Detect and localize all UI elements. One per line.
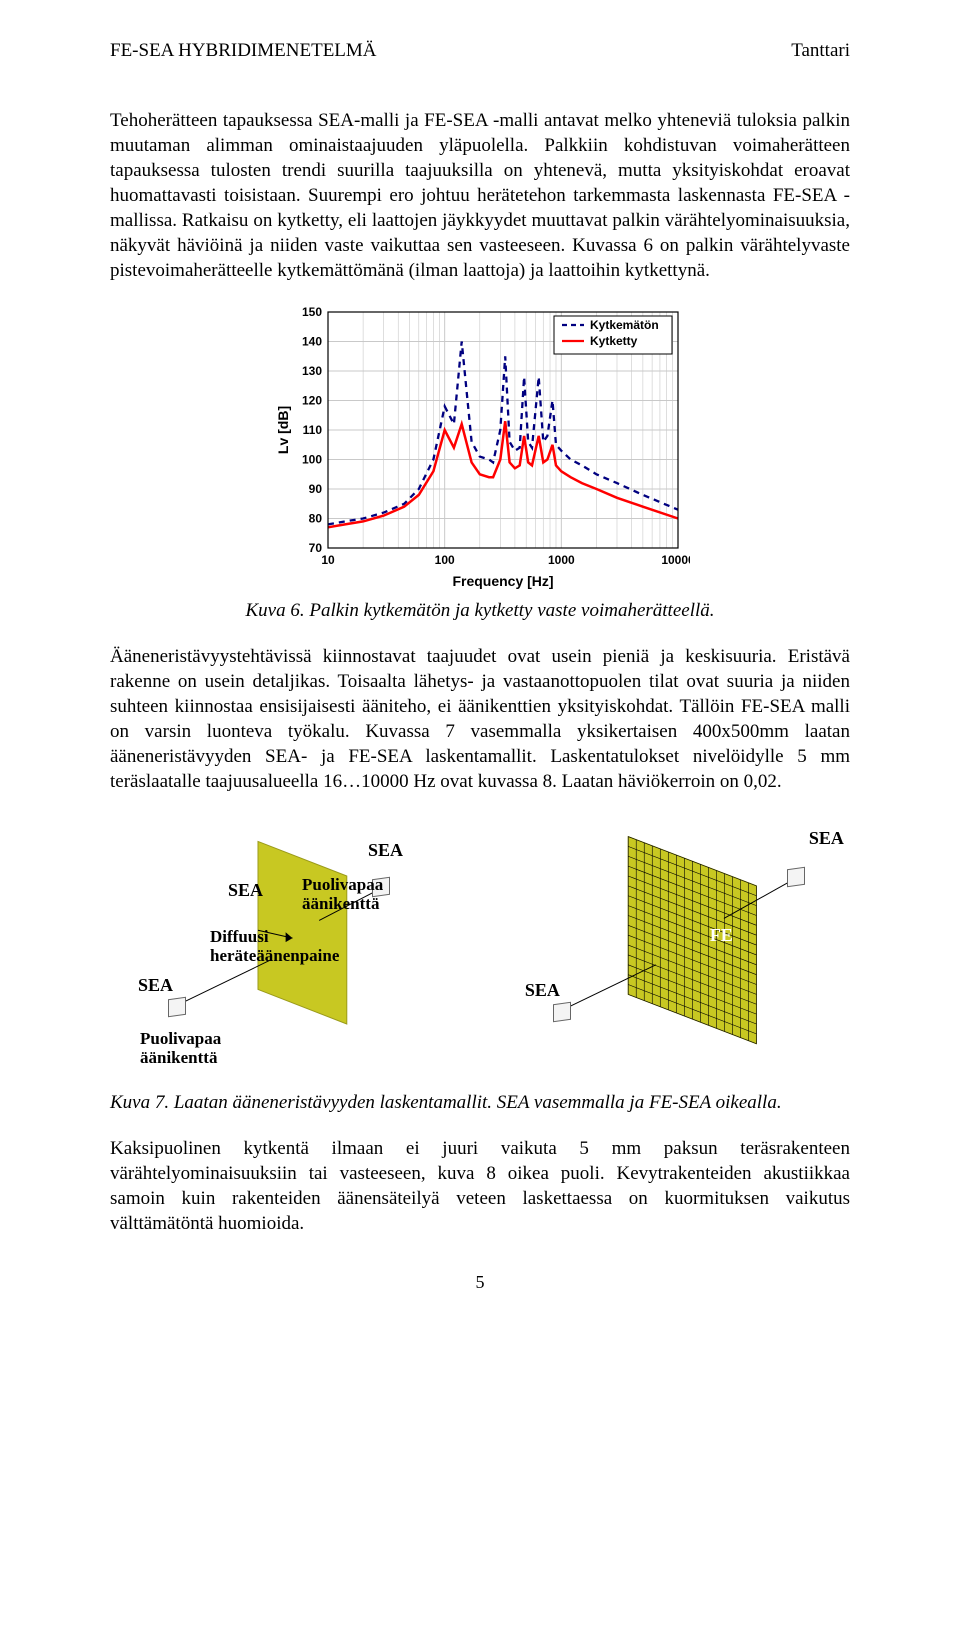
svg-text:1000: 1000 — [548, 553, 575, 567]
svg-text:70: 70 — [309, 541, 323, 555]
svg-text:110: 110 — [303, 423, 323, 437]
figure-6-chart: 70 80 90 100 110 120 130 140 150 10 100 1000 10000 Fr… — [110, 302, 850, 592]
svg-text:140: 140 — [302, 334, 322, 348]
svg-text:Frequency [Hz]: Frequency [Hz] — [452, 573, 553, 589]
line-icon — [179, 960, 271, 1004]
header-left: FE-SEA HYBRIDIMENETELMÄ — [110, 40, 377, 62]
diagram-right: SEA SEA FE — [495, 820, 850, 1080]
label-puolivapaa: Puolivapaa äänikenttä — [140, 1030, 221, 1067]
figure-7-caption: Kuva 7. Laatan ääneneristävyyden laskent… — [110, 1092, 850, 1114]
diagram-left: SEA SEA SEA Puolivapaa äänikenttä Diffuu… — [110, 820, 465, 1080]
label-diffuusi: Diffuusi heräteäänenpaine — [210, 928, 339, 965]
cube-icon — [168, 997, 186, 1018]
svg-text:150: 150 — [302, 305, 322, 319]
svg-text:Kytkemätön: Kytkemätön — [590, 318, 659, 332]
paragraph-3: Kaksipuolinen kytkentä ilmaan ei juuri v… — [110, 1136, 850, 1236]
svg-text:130: 130 — [302, 364, 322, 378]
svg-text:80: 80 — [309, 511, 323, 525]
svg-text:100: 100 — [302, 452, 322, 466]
paragraph-2: Ääneneristävyystehtävissä kiinnostavat t… — [110, 644, 850, 794]
svg-text:10: 10 — [321, 553, 335, 567]
svg-text:90: 90 — [309, 482, 323, 496]
cube-icon — [553, 1002, 571, 1023]
paragraph-1: Tehoherätteen tapauksessa SEA-malli ja F… — [110, 108, 850, 284]
figure-6-caption: Kuva 6. Palkin kytkemätön ja kytketty va… — [110, 600, 850, 622]
label-sea: SEA — [809, 828, 844, 849]
panel-right — [628, 837, 756, 1044]
cube-icon — [787, 867, 805, 888]
label-sea: SEA — [525, 980, 560, 1001]
figure-7-diagrams: SEA SEA SEA Puolivapaa äänikenttä Diffuu… — [110, 820, 850, 1080]
line-chart: 70 80 90 100 110 120 130 140 150 10 100 1000 10000 Fr… — [270, 302, 690, 592]
svg-text:Kytketty: Kytketty — [590, 334, 638, 348]
label-sea: SEA — [228, 880, 263, 901]
svg-text:120: 120 — [302, 393, 322, 407]
svg-text:Lv [dB]: Lv [dB] — [275, 405, 291, 453]
label-fe: FE — [710, 925, 733, 946]
fesea-model-svg — [495, 820, 850, 1080]
label-sea: SEA — [138, 975, 173, 996]
label-puolivapaa: Puolivapaa äänikenttä — [302, 876, 383, 913]
header-right: Tanttari — [791, 40, 850, 62]
svg-text:10000: 10000 — [661, 553, 690, 567]
page-header: FE-SEA HYBRIDIMENETELMÄ Tanttari — [110, 40, 850, 62]
label-sea: SEA — [368, 840, 403, 861]
page-number: 5 — [110, 1272, 850, 1293]
svg-text:100: 100 — [435, 553, 455, 567]
